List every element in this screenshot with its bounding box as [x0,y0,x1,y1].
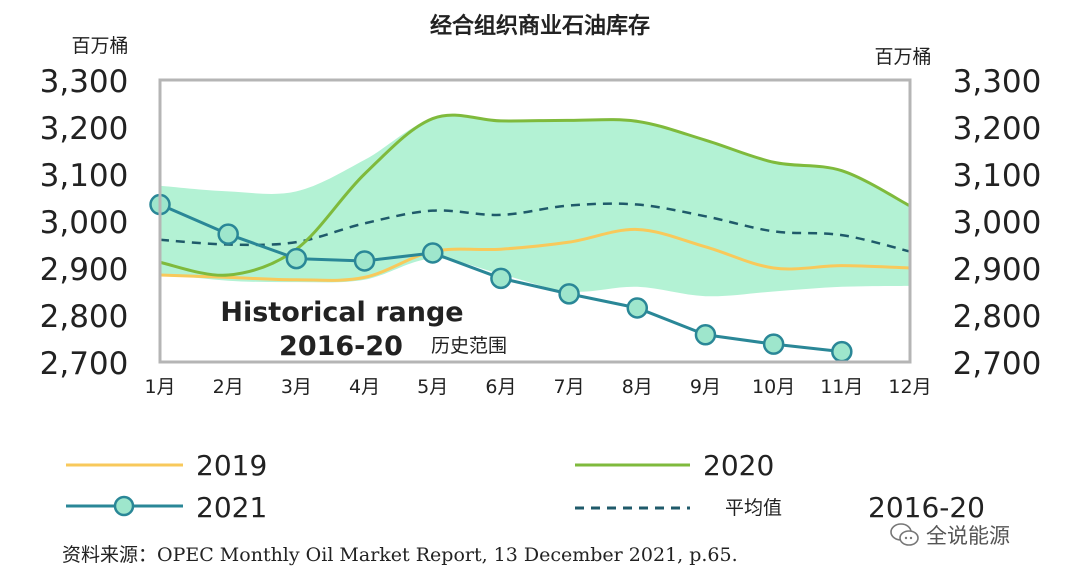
y-tick-label-left: 3,100 [40,158,129,194]
y-axis-ticks: 2,700 2,700 2,800 2,800 2,900 2,900 3,000 3,000… [40,64,1042,382]
data-point-2021-2月 [217,223,239,245]
y-tick-label-left: 2,800 [40,299,129,335]
x-tick-label: 11月 [820,376,863,398]
y-tick-label-right: 3,100 [953,158,1042,194]
y-tick-label-right: 3,200 [953,111,1042,147]
data-point-2021-10月 [762,333,785,355]
x-tick-label: 6月 [485,376,516,398]
y-tick-label-left: 3,000 [40,205,129,241]
y-tick-label-left: 2,700 [40,346,129,382]
data-point-2021-9月 [694,323,717,346]
y-tick-label-left: 3,300 [40,64,129,100]
watermark: 全说能源 [890,517,1010,553]
x-tick-label: 1月 [144,376,175,398]
data-point-2021-8月 [626,297,649,319]
y-tick-label-right: 3,000 [953,205,1042,241]
data-point-2021-11月 [831,340,853,363]
plot-area [149,78,912,364]
chat-bubbles-icon [890,523,919,546]
annotation-range-cn: 历史范围 [431,335,507,357]
watermark-text: 全说能源 [926,524,1010,548]
data-point-2021-3月 [285,247,308,270]
x-tick-label: 3月 [281,376,312,398]
x-tick-label: 7月 [554,376,585,398]
annotation-range-line2: 2016-20 [279,331,403,362]
source-note: 资料来源：OPEC Monthly Oil Market Report, 13 … [62,544,738,566]
legend-marker-2021 [113,495,135,517]
legend: 2019 2020 2021 平均值 2016-20 [66,449,985,524]
series-line-avg [159,202,911,253]
legend-label-range: 2016-20 [868,491,985,524]
y-axis-label-left: 百万桶 [71,35,128,57]
data-point-2021-5月 [421,242,444,264]
y-axis-label-right: 百万桶 [874,46,931,68]
annotation-range-line1: Historical range [220,297,463,328]
x-tick-label: 5月 [417,376,448,398]
x-tick-label: 12月 [888,376,931,398]
x-tick-label: 2月 [213,376,244,398]
y-tick-label-right: 3,300 [953,64,1042,100]
data-point-2021-6月 [490,267,512,290]
x-tick-label: 9月 [690,376,721,398]
y-tick-label-right: 2,800 [953,299,1042,335]
series-line-2019 [159,227,911,282]
legend-label-avg: 平均值 [725,497,782,519]
y-tick-label-right: 2,900 [953,252,1042,288]
legend-label-2019: 2019 [196,449,267,482]
y-tick-label-right: 2,700 [953,346,1042,382]
x-axis-ticks: 1月 2月 3月 4月 5月 6月 7月 8月 9月 10月 11月 12月 [144,376,931,398]
legend-label-2020: 2020 [703,449,774,482]
x-tick-label: 8月 [622,376,653,398]
x-tick-label: 4月 [349,376,380,398]
chart-title: 经合组织商业石油库存 [430,13,650,39]
y-tick-label-left: 3,200 [40,111,129,147]
data-point-2021-4月 [353,250,376,272]
x-tick-label: 10月 [752,376,795,398]
plot-frame [158,78,912,364]
y-tick-label-left: 2,900 [40,252,129,288]
data-point-2021-7月 [558,283,580,305]
legend-label-2021: 2021 [196,491,267,524]
